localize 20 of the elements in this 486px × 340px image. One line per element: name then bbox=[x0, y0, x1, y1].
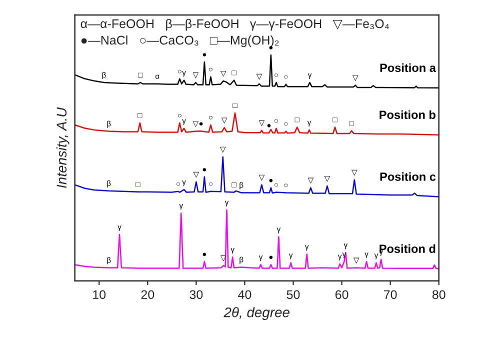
text: ▽—Fe₃O₄ bbox=[332, 19, 389, 30]
x-tick-label: 30 bbox=[190, 290, 203, 300]
series-label: Position b bbox=[380, 110, 436, 120]
text: ○—CaCO₃ bbox=[140, 36, 198, 46]
x-tick-label: 50 bbox=[286, 290, 300, 300]
x-tick-label: 10 bbox=[93, 290, 106, 300]
x-axis-title: 2θ, degree bbox=[224, 307, 290, 320]
x-tick-label: 80 bbox=[432, 290, 446, 300]
text: □—Mg(OH)₂ bbox=[210, 35, 279, 48]
series-label: Position a bbox=[380, 63, 436, 72]
text: α—α-FeOOH bbox=[80, 19, 154, 28]
x-tick-label: 70 bbox=[384, 290, 397, 300]
x-tick-label: 60 bbox=[335, 290, 348, 300]
x-tick-label: 20 bbox=[141, 290, 154, 300]
text: γ—γ-FeOOH bbox=[250, 19, 322, 31]
text: β—β-FeOOH bbox=[166, 18, 238, 31]
y-axis-title: Intensity, A.U bbox=[56, 107, 70, 188]
text: ●—NaCl bbox=[81, 35, 128, 45]
x-tick-label: 40 bbox=[238, 290, 252, 300]
series-label: Position c bbox=[380, 172, 436, 181]
